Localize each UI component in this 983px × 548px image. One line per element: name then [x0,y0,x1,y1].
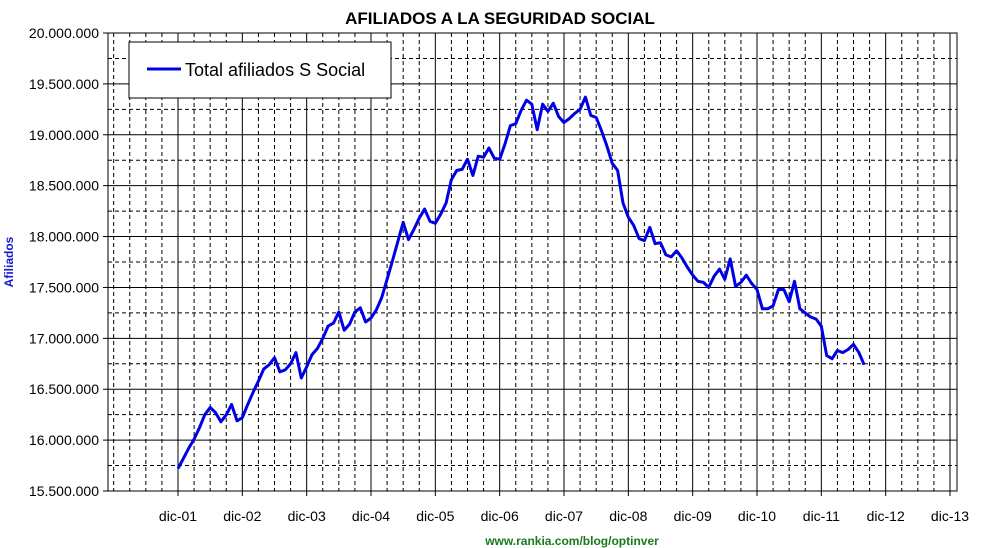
y-tick-label: 19.500.000 [29,76,99,92]
x-tick-label: dic-06 [481,508,519,524]
x-tick-label: dic-01 [159,508,197,524]
x-tick-label: dic-11 [803,508,840,524]
y-tick-label: 15.500.000 [29,483,99,499]
grid [108,32,957,492]
footer-credit: www.rankia.com/blog/optinver [484,534,659,548]
y-axis: 15.500.000 16.000.000 16.500.000 17.000.000… [29,25,108,499]
x-tick-label: dic-09 [674,508,712,524]
y-tick-label: 20.000.000 [29,25,99,41]
x-tick-label: dic-04 [352,508,390,524]
x-tick-label: dic-02 [223,508,261,524]
y-tick-label: 16.000.000 [29,432,99,448]
x-tick-label: dic-13 [931,508,969,524]
x-tick-label: dic-03 [288,508,326,524]
series-line [176,95,866,470]
legend: Total afiliados S Social [128,41,392,99]
y-tick-label: 18.500.000 [29,178,99,194]
plot-area [107,32,958,492]
y-tick-label: 17.000.000 [29,330,99,346]
y-tick-label: 16.500.000 [29,381,99,397]
y-axis-label: Afiliados [2,236,16,287]
y-tick-label: 18.000.000 [29,229,99,245]
x-axis: dic-01 dic-02 dic-03 dic-04 dic-05 dic-06 dic-… [159,491,969,524]
x-tick-label: dic-05 [416,508,454,524]
legend-label: Total afiliados S Social [185,60,365,80]
chart-title: AFILIADOS A LA SEGURIDAD SOCIAL [345,9,655,28]
x-tick-label: dic-07 [545,508,583,524]
x-tick-label: dic-08 [609,508,647,524]
x-tick-label: dic-12 [867,508,905,524]
x-tick-label: dic-10 [738,508,776,524]
y-tick-label: 19.000.000 [29,127,99,143]
y-tick-label: 17.500.000 [29,279,99,295]
